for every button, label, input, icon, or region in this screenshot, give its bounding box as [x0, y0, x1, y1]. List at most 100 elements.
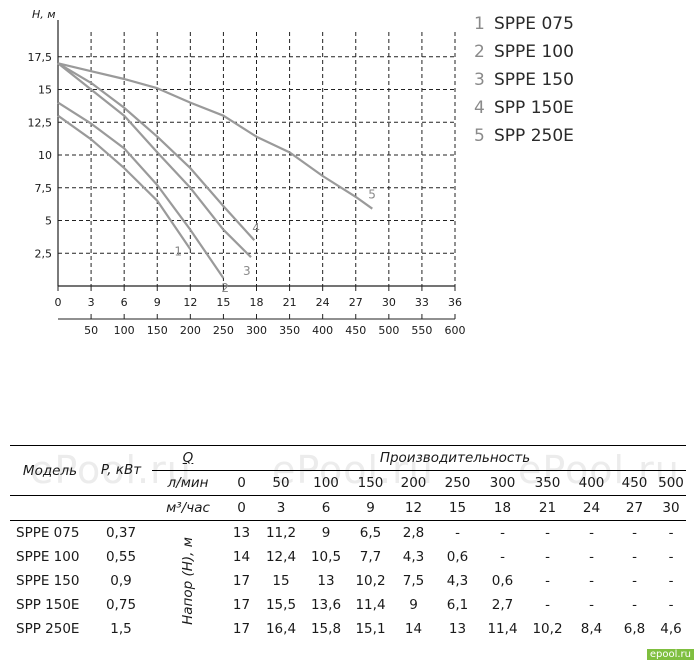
m3h-value: 30: [662, 500, 680, 516]
value-cell: 6,5: [359, 525, 382, 541]
value-cell: 0,6: [491, 573, 514, 589]
y-axis-label: H, м: [32, 8, 56, 21]
lmin-value: 150: [357, 475, 384, 491]
value-cell: -: [668, 549, 674, 565]
y-tick-label: 15: [38, 84, 52, 97]
x2-tick-label: 600: [445, 324, 466, 337]
head-label-cell: Напор (H), м: [152, 521, 224, 642]
value-cell: -: [545, 549, 550, 565]
value-cell: -: [589, 573, 594, 589]
value-cell: -: [668, 597, 674, 613]
x-tick-label: 0: [55, 296, 62, 309]
value-cell: 13: [448, 621, 467, 637]
x2-tick-label: 450: [345, 324, 366, 337]
m3h-value: 21: [538, 500, 557, 516]
series-line: [57, 114, 192, 250]
value-cell: 4,3: [402, 549, 425, 565]
value-cell: -: [545, 525, 550, 541]
power-header: P, кВт: [100, 462, 142, 478]
legend-item: 2 SPPE 100: [474, 38, 574, 66]
x-tick-label: 21: [283, 296, 297, 309]
lmin-value: 350: [534, 475, 561, 491]
value-cell: 15,5: [265, 597, 297, 613]
x-tick-label: 33: [415, 296, 429, 309]
m3h-value: 24: [582, 500, 601, 516]
y-tick-label: 12,5: [28, 116, 53, 129]
lmin-value: 300: [489, 475, 516, 491]
value-cell: 4,3: [446, 573, 469, 589]
series-line: [57, 62, 373, 210]
series-label: 2: [221, 281, 229, 295]
lmin-value: 100: [313, 475, 339, 491]
value-cell: 17: [232, 621, 251, 637]
q-header: Q: [182, 450, 194, 466]
lmin-value: 400: [578, 475, 605, 491]
value-cell: 11,4: [355, 597, 386, 613]
x2-tick-label: 50: [84, 324, 98, 337]
x-tick-label: 30: [382, 296, 396, 309]
legend-label: SPPE 100: [494, 42, 574, 62]
series-label: 4: [252, 221, 260, 235]
value-cell: 17: [232, 597, 251, 613]
performance-table: Модель P, кВт Q Производительность л/мин…: [10, 445, 686, 641]
legend-label: SPPE 075: [494, 14, 574, 34]
x2-tick-label: 500: [378, 324, 399, 337]
x-tick-label: 15: [216, 296, 230, 309]
value-cell: -: [668, 573, 674, 589]
power-cell: 0,37: [105, 525, 137, 541]
value-cell: 13,6: [310, 597, 342, 613]
value-cell: 11,4: [487, 621, 518, 637]
model-cell: SPPE 100: [16, 549, 80, 565]
lmin-value: 500: [658, 475, 684, 491]
value-cell: 9: [409, 597, 418, 613]
legend-number: 1: [474, 14, 485, 34]
legend-label: SPP 150E: [494, 98, 574, 118]
x2-tick-label: 300: [246, 324, 267, 337]
series-label: 5: [368, 188, 376, 202]
table-row: SPP 150E 0,75 17 15,5 13,6 11,4 9 6,1 2,…: [10, 593, 686, 617]
x-tick-label: 18: [250, 296, 264, 309]
legend-item: 5 SPP 250E: [474, 122, 574, 150]
power-cell: 0,55: [105, 549, 137, 565]
series-line: [57, 62, 252, 258]
legend-number: 2: [474, 42, 485, 62]
value-cell: 11,2: [265, 525, 297, 541]
m3h-value: 12: [404, 500, 423, 516]
value-cell: 15,1: [355, 621, 386, 637]
legend-item: 1 SPPE 075: [474, 10, 574, 38]
x-tick-label: 3: [88, 296, 95, 309]
lmin-row: л/мин 0 50 100 150 200 250 300 350 400 4…: [10, 470, 686, 496]
value-cell: 16,4: [265, 621, 297, 637]
value-cell: 0,6: [446, 549, 469, 565]
value-cell: 9: [321, 525, 331, 541]
value-cell: 13: [232, 525, 251, 541]
value-cell: 15,8: [310, 621, 342, 637]
value-cell: -: [589, 597, 594, 613]
value-cell: -: [632, 525, 637, 541]
model-header: Модель: [22, 462, 78, 479]
series-label: 3: [243, 264, 251, 278]
legend-label: SPPE 150: [494, 70, 574, 90]
y-tick-label: 5: [45, 215, 52, 228]
value-cell: -: [455, 525, 460, 541]
m3h-label: м³/час: [166, 500, 210, 516]
value-cell: 10,5: [310, 549, 342, 565]
value-cell: 17: [232, 573, 251, 589]
series-line: [57, 101, 225, 279]
x-tick-label: 24: [316, 296, 330, 309]
value-cell: -: [589, 525, 594, 541]
x2-tick-label: 100: [114, 324, 135, 337]
power-cell: 0,75: [105, 597, 137, 613]
m3h-value: 18: [493, 500, 512, 516]
value-cell: 6,1: [446, 597, 469, 613]
chart-legend: 1 SPPE 075 2 SPPE 100 3 SPPE 150 4 SPP 150E …: [474, 10, 574, 150]
model-cell: SPP 150E: [16, 597, 80, 613]
m3h-value: 9: [366, 500, 375, 516]
x-tick-label: 6: [121, 296, 128, 309]
x2-tick-label: 150: [147, 324, 168, 337]
series-line: [57, 62, 256, 241]
legend-number: 4: [474, 98, 485, 118]
legend-number: 3: [474, 70, 485, 90]
x2-tick-label: 550: [411, 324, 432, 337]
value-cell: 2,8: [402, 525, 425, 541]
